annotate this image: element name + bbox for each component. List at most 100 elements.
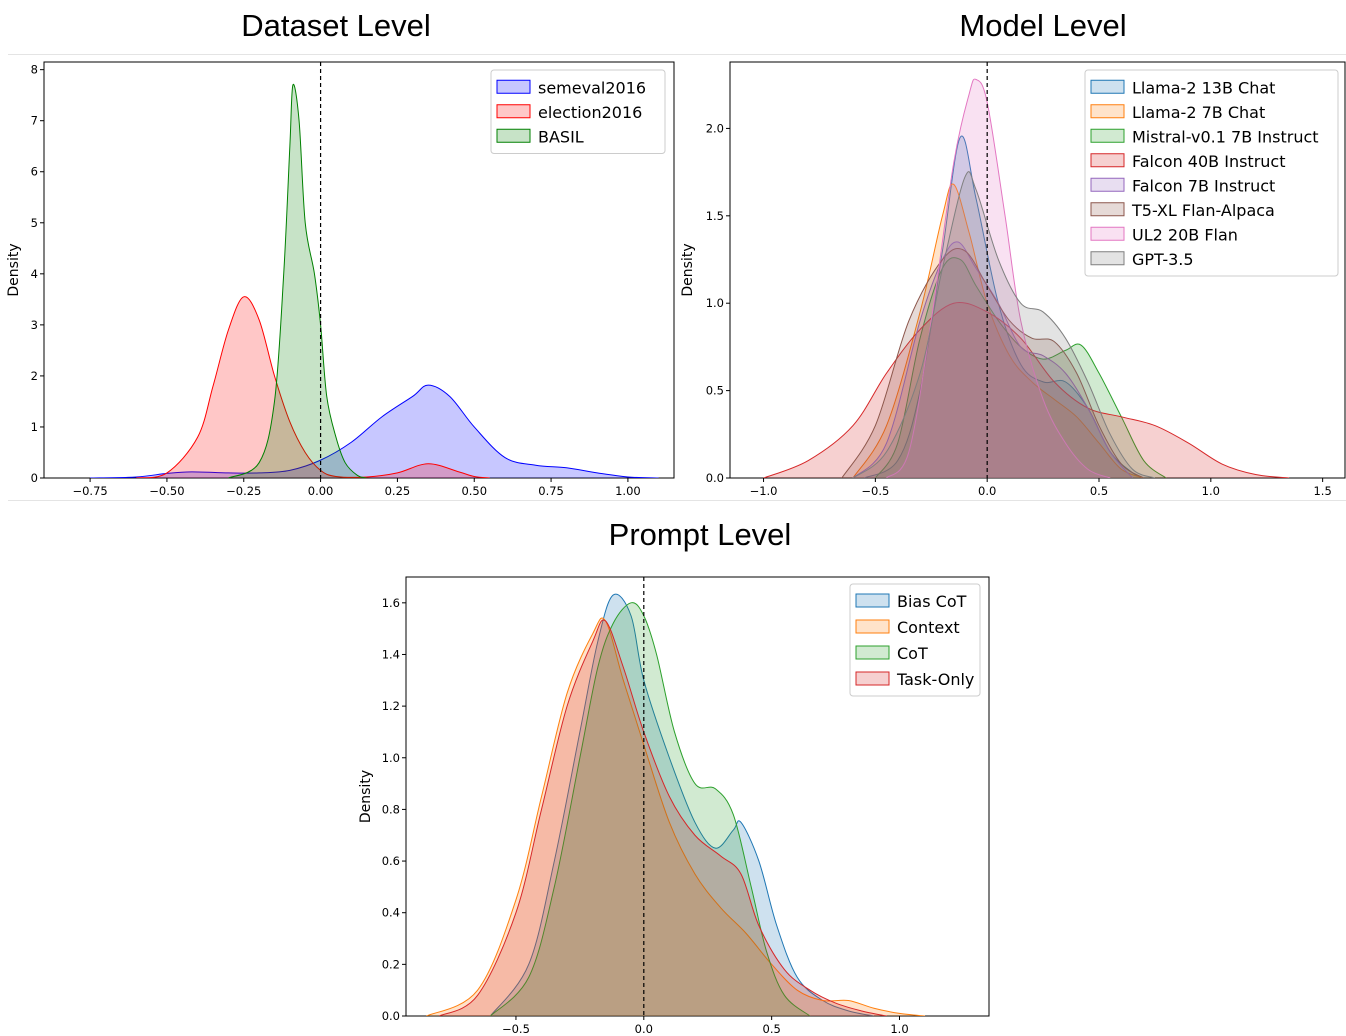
x-tick-label: 0.5 <box>763 1022 781 1036</box>
y-tick-label: 0.0 <box>382 1009 400 1023</box>
prompt-level-title: Prompt Level <box>608 517 792 552</box>
series-area-5 <box>841 248 1144 478</box>
legend-label-6: UL2 20B Flan <box>1132 225 1238 244</box>
chart-1: −1.0 −0.5 0.0 0.5 1.0 1.5 0.0 0.5 1.0 1.5 2.0 Densi… <box>680 61 1346 498</box>
dataset-level-title: Dataset Level <box>241 8 431 43</box>
series-line-1 <box>852 183 1144 478</box>
y-tick-label: 1 <box>31 420 38 434</box>
y-tick-label: 0.5 <box>706 384 724 398</box>
density-areas <box>763 78 1290 478</box>
x-tick-label: −0.5 <box>861 484 889 498</box>
series-area-2 <box>875 257 1167 478</box>
legend-box <box>1084 69 1339 277</box>
legend-swatch-0 <box>855 593 890 608</box>
x-tick-label: 0.50 <box>461 484 487 498</box>
series-area-1 <box>426 617 926 1016</box>
legend-label-1: election2016 <box>538 103 642 122</box>
series-area-3 <box>439 619 887 1016</box>
legend-swatch-3 <box>1090 153 1125 168</box>
legend-label-0: Bias CoT <box>897 592 967 611</box>
y-tick-label: 1.0 <box>382 751 400 765</box>
y-tick-label: 4 <box>31 267 38 281</box>
legend-swatch-6 <box>1090 226 1125 241</box>
x-tick-label: −0.75 <box>72 484 107 498</box>
legend-label-0: Llama-2 13B Chat <box>1132 78 1275 97</box>
density-areas <box>90 83 659 478</box>
x-tick-label: −0.25 <box>226 484 261 498</box>
series-line-2 <box>874 257 1167 478</box>
legend-box <box>849 583 981 697</box>
y-tick-label: 2 <box>31 369 38 383</box>
series-line-2 <box>228 83 367 478</box>
series-line-4 <box>852 241 1133 478</box>
legend-swatch-2 <box>496 128 531 143</box>
y-tick-label: 0.2 <box>382 957 400 971</box>
series-area-0 <box>864 135 1144 478</box>
series-area-7 <box>853 171 1155 478</box>
legend-swatch-1 <box>1090 104 1125 119</box>
series-line-1 <box>136 296 490 478</box>
series-area-3 <box>763 302 1290 478</box>
series-line-7 <box>852 171 1156 478</box>
chart-0: −0.75 −0.50 −0.25 0.00 0.25 0.50 0.75 1.00 0 1 2 3 4… <box>6 61 675 498</box>
x-tick-label: 0.5 <box>1090 484 1108 498</box>
series-line-3 <box>763 302 1290 478</box>
series-line-5 <box>841 248 1144 478</box>
x-tick-label: 0.25 <box>385 484 411 498</box>
legend-swatch-4 <box>1090 177 1125 192</box>
y-tick-label: 1.6 <box>382 596 400 610</box>
legend-swatch-2 <box>855 645 890 660</box>
y-tick-label: 0.6 <box>382 854 400 868</box>
y-tick-label: 5 <box>31 216 38 230</box>
middle-separator <box>8 500 1346 501</box>
x-tick-label: 1.0 <box>890 1022 908 1036</box>
x-tick-label: 0.0 <box>978 484 996 498</box>
x-tick-label: 1.00 <box>615 484 641 498</box>
y-axis-title: Density <box>6 243 22 296</box>
x-tick-label: −0.5 <box>502 1022 530 1036</box>
legend-label-1: Context <box>897 618 960 637</box>
x-tick-label: −0.50 <box>149 484 184 498</box>
legend-swatch-5 <box>1090 202 1125 217</box>
x-tick-label: 0.0 <box>635 1022 653 1036</box>
legend-swatch-7 <box>1090 251 1125 266</box>
y-axis-title: Density <box>680 243 696 296</box>
model-level-title: Model Level <box>959 8 1127 43</box>
y-tick-label: 2.0 <box>706 121 724 135</box>
legend-label-4: Falcon 7B Instruct <box>1132 176 1275 195</box>
series-area-1 <box>136 296 490 478</box>
y-tick-label: 1.5 <box>706 209 724 223</box>
y-tick-label: 6 <box>31 165 38 179</box>
y-tick-label: 0 <box>31 471 38 485</box>
y-tick-label: 0.8 <box>382 802 400 816</box>
legend-swatch-0 <box>496 79 531 94</box>
legend-label-5: T5-XL Flan-Alpaca <box>1131 201 1275 220</box>
top-separator <box>8 54 1346 55</box>
series-area-2 <box>228 84 367 478</box>
series-area-6 <box>886 79 1111 478</box>
legend-label-2: CoT <box>897 644 928 663</box>
legend-label-0: semeval2016 <box>538 78 646 97</box>
y-axis-title: Density <box>358 770 374 823</box>
legend-swatch-2 <box>1090 128 1125 143</box>
series-line-0 <box>489 593 875 1016</box>
legend-label-3: Falcon 40B Instruct <box>1132 152 1285 171</box>
x-tick-label: 0.00 <box>308 484 334 498</box>
series-line-2 <box>490 602 811 1016</box>
legend-label-2: Mistral-v0.1 7B Instruct <box>1132 127 1319 146</box>
y-tick-label: 1.2 <box>382 699 400 713</box>
series-line-3 <box>439 619 887 1016</box>
y-tick-label: 0.4 <box>382 906 400 920</box>
y-tick-label: 1.4 <box>382 647 400 661</box>
x-tick-label: 0.75 <box>538 484 564 498</box>
series-line-1 <box>426 617 926 1016</box>
legend-swatch-3 <box>855 671 890 686</box>
series-area-1 <box>853 183 1144 478</box>
series-area-2 <box>490 602 811 1016</box>
series-area-0 <box>90 385 659 478</box>
legend-swatch-0 <box>1090 79 1125 94</box>
x-tick-label: 1.5 <box>1313 484 1331 498</box>
y-tick-label: 7 <box>31 114 38 128</box>
y-tick-label: 1.0 <box>706 296 724 310</box>
